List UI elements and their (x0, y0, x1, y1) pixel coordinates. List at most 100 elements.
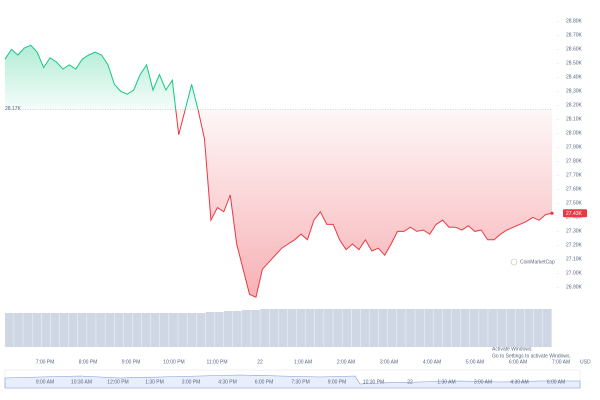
volume-bar (488, 309, 497, 347)
volume-bar (77, 313, 87, 347)
volume-bar (360, 309, 370, 347)
navigator-label: 6:00 PM (255, 379, 274, 385)
volume-bar (278, 309, 288, 347)
volume-bar (305, 309, 315, 347)
y-tick-label: 27.10K (566, 257, 583, 263)
y-tick-label: 27.60K (566, 187, 583, 193)
volume-bar (460, 309, 470, 347)
volume-bar (141, 313, 151, 347)
volume-bar (14, 313, 23, 347)
baseline-label: 28.17K (5, 106, 22, 112)
navigator-label: 3:00 PM (182, 379, 201, 385)
volume-bar (105, 313, 114, 347)
volume-bar (214, 312, 224, 347)
volume-bar (178, 313, 187, 347)
y-tick-label: 27.90K (566, 145, 583, 151)
volume-bar (542, 309, 552, 347)
volume-bar (260, 309, 269, 347)
volume-bar (242, 310, 251, 347)
y-tick-label: 27.40K (566, 215, 583, 221)
navigator-label: 7:30 PM (291, 379, 310, 385)
volume-bar (351, 309, 361, 347)
x-tick-label: 9:00 PM (122, 359, 141, 365)
volume-bar (232, 311, 242, 347)
volume-bar (442, 309, 452, 347)
volume-bar (397, 309, 406, 347)
volume-bar (342, 309, 352, 347)
volume-bar (169, 313, 178, 347)
volume-bar (433, 309, 443, 347)
x-tick-label: 7:00 AM (552, 359, 570, 365)
x-tick-label: 22 (257, 359, 263, 365)
y-tick-label: 27.50K (566, 201, 583, 207)
volume-bar (387, 309, 397, 347)
y-tick-label: 26.90K (566, 285, 583, 291)
navigator-label: 6:00 AM (547, 379, 565, 385)
os-notice-title: Activate Windows (492, 346, 532, 352)
navigator-label: 10:30 PM (363, 379, 384, 385)
navigator-label: 12:00 PM (107, 379, 128, 385)
last-price-box (563, 209, 587, 218)
volume-bar (287, 309, 297, 347)
volume-bar (187, 313, 197, 347)
navigator-label: 1:30 AM (437, 379, 455, 385)
y-tick-label: 28.00K (566, 131, 583, 137)
x-tick-label: 4:00 AM (423, 359, 441, 365)
navigator-label: 10:30 AM (71, 379, 92, 385)
volume-bar (497, 309, 507, 347)
volume-bar (50, 313, 60, 347)
y-tick-label: 27.00K (566, 271, 583, 277)
y-tick-label: 27.30K (566, 229, 583, 235)
volume-bar (506, 309, 516, 347)
volume-bar (324, 309, 333, 347)
x-tick-label: 6:00 AM (509, 359, 527, 365)
volume-bar (314, 309, 324, 347)
y-tick-label: 28.80K (566, 19, 583, 25)
volume-bar (479, 309, 488, 347)
y-tick-label: 28.50K (566, 61, 583, 67)
navigator-label: 22 (407, 379, 413, 385)
volume-bar (524, 309, 534, 347)
volume-bar (41, 313, 51, 347)
y-tick-label: 28.30K (566, 89, 583, 95)
volume-bar (150, 313, 160, 347)
volume-bar (59, 313, 69, 347)
volume-bar (223, 311, 233, 347)
x-tick-label: 1:00 AM (294, 359, 312, 365)
currency-label: USD (580, 359, 591, 365)
volume-bar (114, 313, 124, 347)
y-tick-label: 27.20K (566, 243, 583, 249)
volume-bar (378, 309, 388, 347)
volume-bar (333, 309, 342, 347)
volume-bar (406, 309, 415, 347)
navigator-area (4, 374, 581, 389)
volume-bar (415, 309, 424, 347)
y-tick-label: 27.70K (566, 173, 583, 179)
volume-bar (87, 313, 96, 347)
watermark: CoinMarketCap (520, 259, 555, 265)
navigator-label: 4:30 AM (510, 379, 528, 385)
volume-bar (296, 309, 306, 347)
y-tick-label: 28.40K (566, 75, 583, 81)
last-price-dot (550, 211, 554, 215)
navigator-label: 9:00 PM (328, 379, 347, 385)
y-tick-label: 28.20K (566, 103, 583, 109)
x-tick-label: 5:00 AM (466, 359, 484, 365)
y-tick-label: 28.10K (566, 117, 583, 123)
navigator (4, 369, 581, 389)
y-tick-label: 28.60K (566, 47, 583, 53)
os-notice-text: Go to Settings to activate Windows. (492, 353, 571, 359)
volume-bar (424, 309, 434, 347)
navigator-label: 4:30 PM (218, 379, 237, 385)
navigator-label: 9:00 AM (36, 379, 54, 385)
price-area (5, 45, 552, 298)
volume-bar (68, 313, 78, 347)
volume-bar (96, 313, 105, 347)
volume-bar (369, 309, 379, 347)
volume-bar (205, 312, 215, 347)
x-tick-label: 8:00 PM (79, 359, 98, 365)
price-line (4, 44, 553, 298)
watermark-logo (510, 258, 518, 266)
volume-bar (451, 309, 461, 347)
volume-bar (533, 309, 543, 347)
